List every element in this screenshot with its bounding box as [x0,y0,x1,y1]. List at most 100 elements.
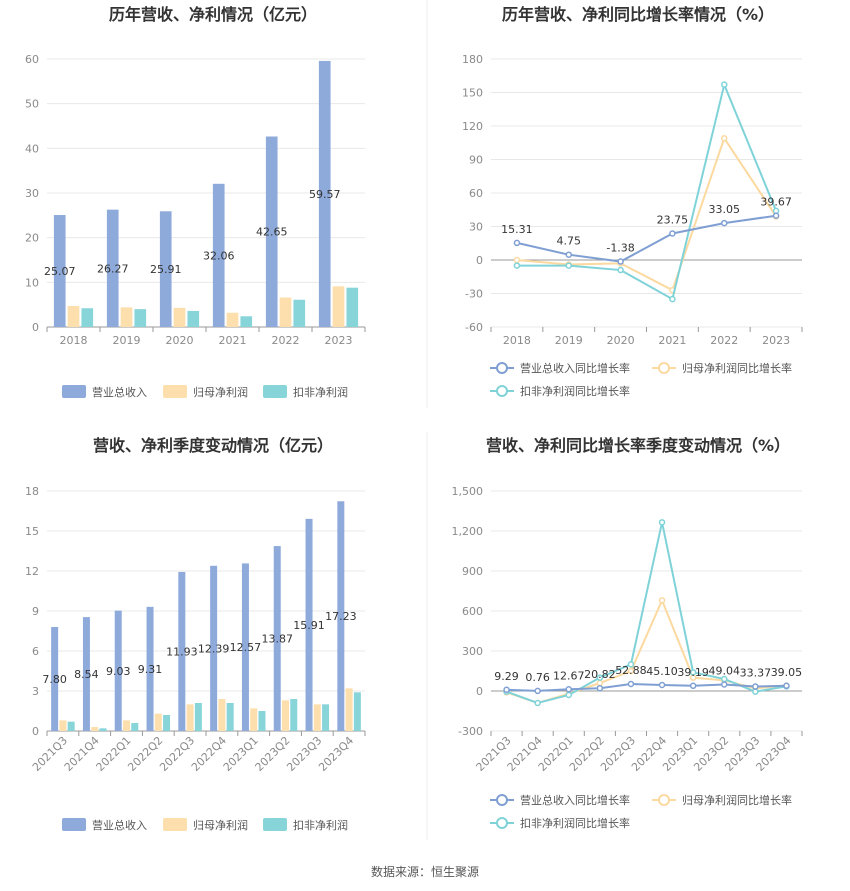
bar-deducted-profit [131,723,139,731]
bar-net-profit [91,727,99,731]
bar-data-label: 15.91 [293,619,325,632]
point-data-label: 45.10 [646,665,678,678]
series-point [689,682,697,690]
y-tick-label: 1,500 [452,485,484,498]
series-point [658,681,666,689]
x-tick-label: 2019 [555,334,583,347]
series-point [627,661,635,668]
x-tick-label: 2023Q4 [754,734,794,774]
bar-data-label: 42.65 [256,226,288,239]
chart3-quarterly-revenue-profit: 03691215182021Q32021Q42022Q12022Q22022Q3… [25,485,366,832]
legend-marker [496,362,508,374]
bar-data-label: 17.23 [325,610,357,623]
y-tick-label: 6 [32,645,39,658]
y-tick-label: -30 [465,288,483,301]
legend-label: 扣非净利润 [293,818,348,832]
bar-net-profit [173,307,186,327]
y-tick-label: 600 [462,605,483,618]
x-tick-label: 2022 [710,334,738,347]
bar-net-profit [313,704,321,731]
x-tick-label: 2018 [60,334,88,347]
y-tick-label: 20 [25,232,39,245]
y-tick-label: -60 [465,321,483,334]
series-point [565,251,572,258]
bar-data-label: 9.03 [106,665,131,678]
legend-swatch [163,385,187,398]
x-tick-label: 2019 [113,334,141,347]
series-line-revenue-growth [506,682,787,692]
bar-revenue [241,563,249,731]
y-tick-label: 15 [25,525,39,538]
chart4-title: 营收、净利同比增长率季度变动情况（%） [486,436,790,455]
series-line-net-profit-growth [516,136,777,292]
chart1-annual-revenue-profit: 0 10 20 30 40 50 60 2018 2019 2020 2021 2022 2023 25.… [25,53,366,399]
series-point [503,686,510,694]
bar-net-profit [345,688,353,731]
series-point [596,674,604,681]
bar-revenue [318,60,331,328]
bar-data-label: 9.31 [138,663,163,676]
series-point [617,266,624,274]
y-tick-label: 18 [25,485,39,498]
series-point [513,239,521,247]
bar-deducted-profit [258,711,266,731]
y-tick-label: 0 [32,321,39,334]
series-point [658,519,666,526]
chart3-title: 营收、净利季度变动情况（亿元） [93,436,333,455]
series-point [752,683,759,690]
legend-label: 归母净利润 [193,385,248,399]
bar-revenue [210,565,218,731]
y-tick-label: -300 [458,725,483,738]
bar-data-label: 12.57 [230,641,262,654]
series-point [513,262,521,269]
bar-deducted-profit [346,287,359,327]
point-data-label: 15.31 [501,223,533,236]
x-tick-label: 2023 [325,334,353,347]
bar-data-label: 11.93 [166,645,198,658]
series-point [565,686,572,693]
series-point [721,681,728,688]
bar-revenue [337,501,345,731]
chart1-title: 历年营收、净利情况（亿元） [109,5,317,24]
y-tick-label: 12 [25,565,39,578]
series-point [669,295,676,303]
legend-label: 营业总收入同比增长率 [520,793,630,807]
legend-swatch [62,818,86,831]
bar-deducted-profit [67,721,75,731]
series-line-deducted-profit-growth [516,81,778,301]
bar-deducted-profit [99,728,107,731]
series-point [627,680,635,688]
bar-net-profit [67,306,80,327]
legend-marker [496,385,508,397]
series-line-revenue-growth [516,214,777,263]
series-point [669,230,676,237]
point-data-label: 39.19 [677,666,709,679]
bar-net-profit [154,713,162,731]
bar-net-profit [226,312,239,327]
bar-deducted-profit [163,715,171,731]
series-point [513,256,521,264]
y-tick-label: 300 [462,645,483,658]
bar-net-profit [120,307,133,327]
bar-deducted-profit [353,692,361,731]
bar-net-profit [186,704,194,731]
x-tick-label: 2020 [166,334,194,347]
bar-data-label: 59.57 [309,188,341,201]
point-data-label: 20.82 [584,668,616,681]
bar-net-profit [279,297,292,327]
y-tick-label: 50 [25,98,39,111]
x-tick-label: 2020 [607,334,635,347]
y-tick-label: 90 [469,154,483,167]
point-data-label: 39.67 [760,196,792,209]
bar-revenue [159,211,172,327]
bar-deducted-profit [134,309,147,327]
legend-label: 扣非净利润同比增长率 [520,816,630,830]
point-data-label: 39.05 [771,666,803,679]
bar-net-profit [123,720,130,731]
legend-label: 扣非净利润 [293,385,348,399]
series-point [617,258,624,265]
chart2-title: 历年营收、净利同比增长率情况（%） [502,5,774,24]
series-point [721,135,728,142]
bar-revenue [114,610,122,731]
y-tick-label: 60 [25,53,39,66]
